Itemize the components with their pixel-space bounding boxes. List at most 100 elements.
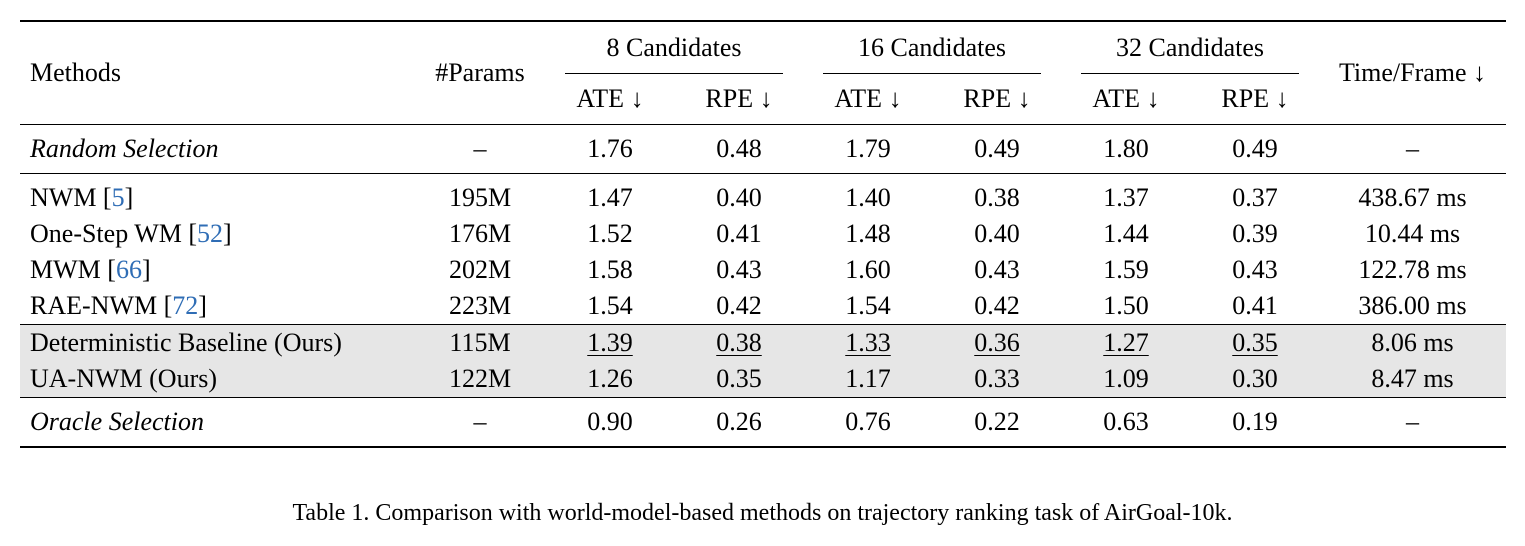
method-label: One-Step WM [ <box>30 219 198 248</box>
citation-close: ] <box>124 183 134 212</box>
value-cell: 0.40 <box>675 173 803 216</box>
params-cell: 195M <box>415 173 545 216</box>
value-cell: 0.43 <box>974 255 1020 284</box>
citation-close: ] <box>141 255 151 284</box>
rpe-header-32: RPE ↓ <box>1191 74 1319 125</box>
baseline-rows: NWM [5] 195M 1.47 0.40 1.40 0.38 1.37 0.37 438.6… <box>20 173 1506 325</box>
value-cell: 1.37 <box>1061 173 1191 216</box>
oracle-selection-row: Oracle Selection – 0.90 0.26 0.76 0.22 0… <box>20 397 1506 448</box>
baseline-row: MWM [66] 202M 1.58 0.43 1.60 0.43 1.59 0.43 122.… <box>20 252 1506 288</box>
ate-header-8: ATE ↓ <box>545 74 675 125</box>
method-name: Deterministic Baseline (Ours) <box>20 324 415 361</box>
ours-rows: Deterministic Baseline (Ours) 115M 1.39 0.3… <box>20 324 1506 398</box>
value-cell: 0.38 <box>933 173 1061 216</box>
ate-header-32: ATE ↓ <box>1061 74 1191 125</box>
time-cell: 8.47 ms <box>1319 361 1506 398</box>
method-name: UA-NWM (Ours) <box>20 361 415 398</box>
header-row-1: Methods #Params 8 Candidates 16 Candidat… <box>20 20 1506 125</box>
params-cell: 122M <box>415 361 545 398</box>
method-name: RAE-NWM [72] <box>20 288 415 325</box>
value-cell: 0.37 <box>1191 173 1319 216</box>
comparison-table: Methods #Params 8 Candidates 16 Candidat… <box>20 20 1506 448</box>
value-cell: 1.58 <box>587 255 633 284</box>
value-cell: 0.76 <box>803 397 933 448</box>
methods-header: Methods <box>20 20 415 125</box>
value-cell: 1.47 <box>545 173 675 216</box>
baseline-row: NWM [5] 195M 1.47 0.40 1.40 0.38 1.37 0.37 438.6… <box>20 173 1506 216</box>
method-label: RAE-NWM [ <box>30 291 173 320</box>
time-cell: – <box>1319 397 1506 448</box>
method-name: Random Selection <box>30 134 219 163</box>
value-cell: 0.49 <box>1232 134 1278 163</box>
value-cell: 1.79 <box>845 134 891 163</box>
citation-close: ] <box>198 291 207 320</box>
ours-row: UA-NWM (Ours) 122M 1.26 0.35 1.17 0.33 1.09 0.3… <box>20 361 1506 398</box>
time-cell: 8.06 ms <box>1319 324 1506 361</box>
value-cell: 0.41 <box>1232 291 1278 320</box>
value-cell: 1.39 <box>545 324 675 361</box>
value-cell: 0.63 <box>1061 397 1191 448</box>
time-cell: 10.44 ms <box>1364 219 1461 248</box>
params-cell: – <box>415 397 545 448</box>
method-label: NWM [ <box>30 183 112 212</box>
value-cell: 0.35 <box>675 361 803 398</box>
group-8-header: 8 Candidates <box>545 20 803 75</box>
value-cell: 1.52 <box>587 219 633 248</box>
ate-header-16: ATE ↓ <box>803 74 933 125</box>
header-row-2: ATE ↓ RPE ↓ ATE ↓ RPE ↓ ATE ↓ RPE ↓ <box>20 74 1506 125</box>
value-cell: 0.36 <box>933 324 1061 361</box>
value-cell: 1.80 <box>1103 134 1149 163</box>
group-16-header: 16 Candidates <box>803 20 1061 75</box>
value-cell: 0.40 <box>974 219 1020 248</box>
value-cell: 0.49 <box>974 134 1020 163</box>
value-cell: 1.40 <box>803 173 933 216</box>
value-cell: 0.39 <box>1232 219 1278 248</box>
citation-link[interactable]: 72 <box>172 291 199 320</box>
group-32-header: 32 Candidates <box>1061 20 1319 75</box>
citation-link[interactable]: 66 <box>115 255 142 284</box>
params-cell: 176M <box>448 219 512 248</box>
value-cell: 0.43 <box>1232 255 1278 284</box>
method-name: One-Step WM [52] <box>20 216 415 252</box>
value-cell: 1.59 <box>1103 255 1149 284</box>
value-cell: 0.48 <box>716 134 762 163</box>
params-cell: 223M <box>448 291 512 320</box>
value-cell: 1.09 <box>1061 361 1191 398</box>
params-header: #Params <box>415 20 545 125</box>
method-label: MWM [ <box>30 255 116 284</box>
baseline-row: RAE-NWM [72] 223M 1.54 0.42 1.54 0.42 1.50 0.41… <box>20 288 1506 325</box>
value-cell: 1.27 <box>1061 324 1191 361</box>
value-cell: 1.17 <box>803 361 933 398</box>
value-cell: 0.19 <box>1191 397 1319 448</box>
value-cell: 0.26 <box>675 397 803 448</box>
time-cell: 386.00 ms <box>1358 291 1467 320</box>
value-cell: 0.30 <box>1191 361 1319 398</box>
value-cell: 1.44 <box>1103 219 1149 248</box>
value-cell: 1.76 <box>587 134 633 163</box>
value-cell: 0.90 <box>545 397 675 448</box>
value-cell: 0.43 <box>716 255 762 284</box>
time-cell: – <box>1406 134 1419 163</box>
value-cell: 0.22 <box>933 397 1061 448</box>
method-name: MWM [66] <box>20 252 415 288</box>
citation-link[interactable]: 52 <box>197 219 224 248</box>
value-cell: 1.54 <box>587 291 633 320</box>
value-cell: 1.50 <box>1103 291 1149 320</box>
citation-close: ] <box>223 219 232 248</box>
value-cell: 0.35 <box>1191 324 1319 361</box>
time-header: Time/Frame ↓ <box>1319 20 1506 125</box>
value-cell: 1.33 <box>803 324 933 361</box>
params-cell: 115M <box>415 324 545 361</box>
value-cell: 0.33 <box>933 361 1061 398</box>
rpe-header-16: RPE ↓ <box>933 74 1061 125</box>
citation-link[interactable]: 5 <box>111 183 125 212</box>
random-selection-row: Random Selection – 1.76 0.48 1.79 0.49 1… <box>20 125 1506 174</box>
params-cell: – <box>473 134 487 163</box>
ours-row: Deterministic Baseline (Ours) 115M 1.39 0.3… <box>20 324 1506 361</box>
baseline-row: One-Step WM [52] 176M 1.52 0.41 1.48 0.40 1.44… <box>20 216 1506 252</box>
value-cell: 0.42 <box>716 291 762 320</box>
params-cell: 202M <box>448 255 512 284</box>
value-cell: 1.26 <box>545 361 675 398</box>
time-cell: 438.67 ms <box>1319 173 1506 216</box>
value-cell: 1.60 <box>845 255 891 284</box>
